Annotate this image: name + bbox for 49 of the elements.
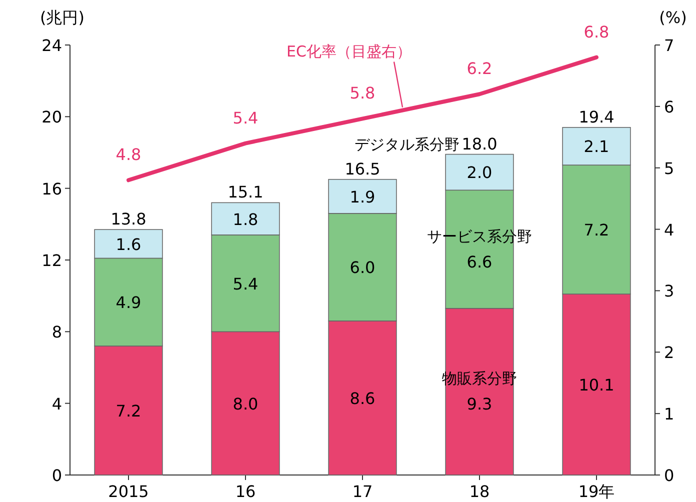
data-label: 6.0 — [350, 258, 376, 278]
x-tick-label: 16 — [235, 482, 256, 501]
total-label: 13.8 — [110, 210, 146, 229]
total-label: 15.1 — [228, 182, 264, 202]
y2-tick-label: 4 — [664, 220, 674, 240]
data-label: 10.1 — [578, 376, 614, 395]
data-label: 5.4 — [232, 274, 258, 294]
y-tick-label: 8 — [52, 322, 62, 342]
series-label: デジタル系分野 — [354, 135, 460, 154]
y-tick-label: 24 — [42, 36, 62, 55]
data-label: 7.2 — [116, 402, 142, 420]
text: EC化率（目盛右） — [286, 42, 412, 61]
data-label: 8.6 — [350, 388, 376, 408]
y2-tick-label: 2 — [664, 343, 674, 362]
y2-tick-label: 1 — [664, 404, 674, 424]
y-tick-label: 12 — [42, 251, 62, 270]
data-label: 4.8 — [116, 145, 142, 164]
y2-tick-label: 6 — [664, 97, 674, 116]
total-label: 18.0 — [462, 134, 498, 154]
x-tick-label: 18 — [469, 482, 490, 501]
data-label: 6.2 — [466, 59, 492, 78]
y2-tick-label: 5 — [664, 158, 674, 178]
y-tick-label: 16 — [42, 179, 62, 198]
data-label: 5.8 — [350, 84, 376, 103]
y-axis-title: (兆円) — [40, 8, 84, 27]
data-label: 7.2 — [584, 220, 610, 240]
y-tick-label: 20 — [42, 108, 62, 127]
x-tick-label: 2015 — [108, 482, 149, 501]
y2-tick-label: 0 — [664, 466, 674, 485]
total-label: 19.4 — [578, 107, 614, 126]
data-label: 2.1 — [584, 137, 610, 156]
y2-tick-label: 7 — [664, 36, 674, 55]
data-label: 1.9 — [350, 187, 376, 206]
total-label: 16.5 — [344, 159, 380, 178]
data-label: 6.6 — [466, 252, 492, 272]
data-label: 2.0 — [466, 163, 492, 182]
y2-axis-title: (%) — [659, 8, 687, 27]
data-label: 5.4 — [232, 108, 258, 128]
data-label: 6.8 — [584, 22, 610, 42]
y-tick-label: 4 — [52, 394, 62, 414]
y-tick-label: 0 — [52, 466, 62, 485]
data-label: 9.3 — [466, 394, 492, 414]
data-label: 8.0 — [232, 394, 258, 414]
x-tick-label: 17 — [352, 482, 373, 501]
data-label: 1.8 — [232, 210, 258, 229]
data-label: 1.6 — [116, 234, 142, 254]
y2-tick-label: 3 — [664, 282, 674, 301]
x-tick-label: 19年 — [578, 482, 615, 501]
data-label: 4.9 — [116, 293, 142, 312]
